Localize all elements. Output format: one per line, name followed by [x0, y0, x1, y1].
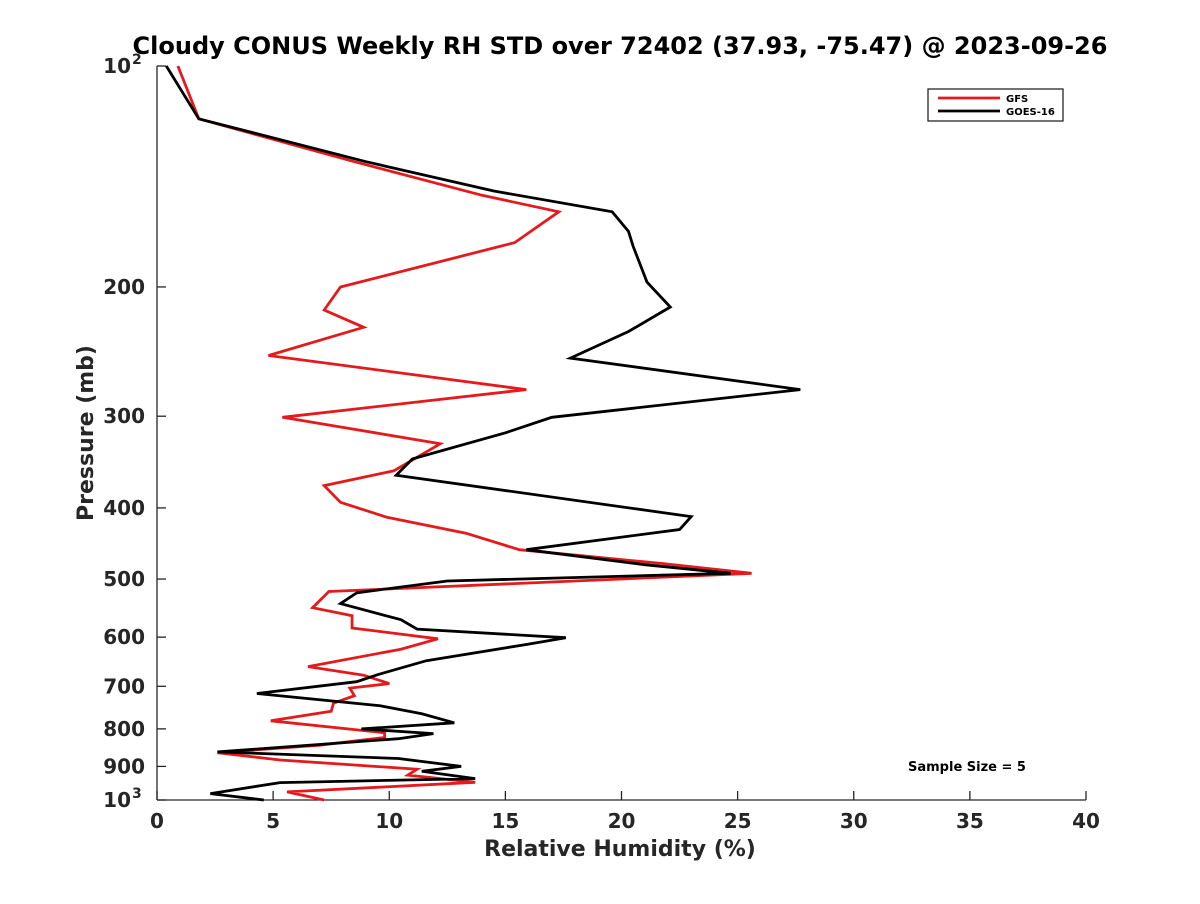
- x-tick-label: 30: [840, 809, 868, 833]
- plot-area: [157, 66, 1086, 800]
- x-tick-label: 10: [375, 809, 403, 833]
- y-tick-label: 500: [103, 567, 145, 591]
- series-line-goes-16: [165, 65, 801, 802]
- y-tick-label: 600: [103, 625, 145, 649]
- x-tick-label: 0: [150, 809, 164, 833]
- y-tick-label: 300: [103, 404, 145, 428]
- x-axis-label: Relative Humidity (%): [484, 837, 756, 862]
- x-tick-label: 20: [608, 809, 636, 833]
- y-tick-exponent: 2: [132, 52, 142, 68]
- x-tick-label: 40: [1072, 809, 1100, 833]
- sample-size-annotation: Sample Size = 5: [908, 760, 1026, 775]
- y-tick-exponent: 3: [132, 786, 142, 802]
- y-tick-label: 10: [103, 54, 131, 78]
- x-tick-label: 35: [956, 809, 984, 833]
- x-tick-label: 5: [266, 809, 280, 833]
- y-tick-label: 400: [103, 496, 145, 520]
- legend-box: [927, 88, 1064, 122]
- y-tick-label: 10: [103, 788, 131, 812]
- y-tick-label: 900: [103, 754, 145, 778]
- y-tick-label: 800: [103, 717, 145, 741]
- y-axis-label: Pressure (mb): [74, 345, 99, 521]
- legend-label: GOES-16: [1006, 107, 1055, 118]
- y-tick-label: 700: [103, 674, 145, 698]
- x-tick-label: 25: [724, 809, 752, 833]
- legend-label: GFS: [1006, 94, 1028, 105]
- y-tick-label: 200: [103, 275, 145, 299]
- chart-title: Cloudy CONUS Weekly RH STD over 72402 (3…: [133, 32, 1108, 60]
- x-tick-label: 15: [491, 809, 519, 833]
